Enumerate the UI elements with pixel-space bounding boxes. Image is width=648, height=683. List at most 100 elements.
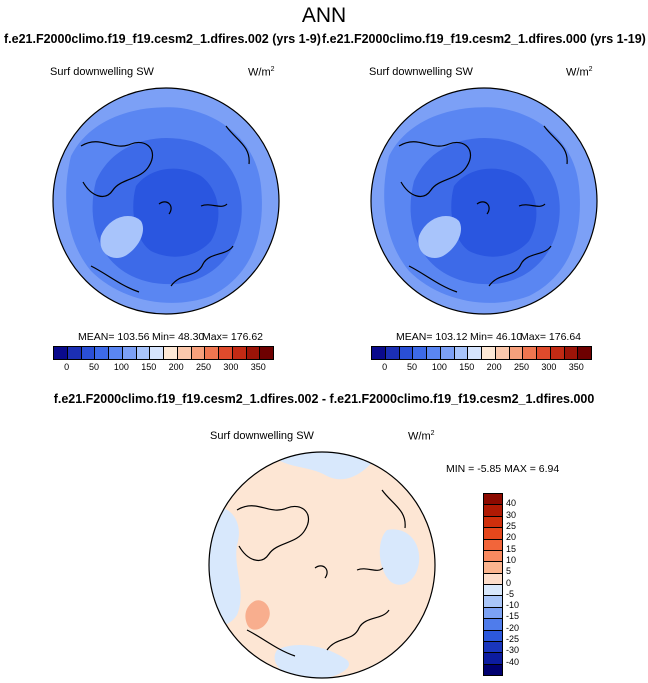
coastline xyxy=(236,489,406,657)
colorbar-swatch xyxy=(372,347,385,359)
colorbar-tick-label: 300 xyxy=(223,362,239,372)
colorbar-swatch xyxy=(426,347,440,359)
colorbar-swatch xyxy=(549,347,564,359)
colorbar-tick-label: -40 xyxy=(506,656,520,667)
colorbar-swatch xyxy=(245,347,260,359)
colorbar-swatch xyxy=(536,347,550,359)
colorbar-swatch xyxy=(484,494,502,505)
colorbar-tick-label: 350 xyxy=(568,362,584,372)
colorbar-tick-label: -5 xyxy=(506,588,515,599)
difference-colorbar xyxy=(483,493,503,676)
figure-title: ANN xyxy=(301,4,347,27)
colorbar-swatch xyxy=(484,584,502,596)
colorbar-swatch xyxy=(467,347,481,359)
colorbar-swatch xyxy=(484,629,502,641)
low-field xyxy=(451,168,537,257)
colorbar-swatch xyxy=(121,347,136,359)
colorbar-swatch xyxy=(484,538,502,550)
colorbar-tick-label: 150 xyxy=(141,362,157,372)
colorbar-swatch xyxy=(453,347,468,359)
diff-variable-label: Surf downwelling SW xyxy=(210,430,314,442)
right-max-stat: Max= 176.64 xyxy=(520,331,582,343)
case-b-title: f.e21.F2000climo.f19_f19.cesm2_1.dfires.… xyxy=(322,32,646,46)
colorbar-swatch xyxy=(494,347,509,359)
colorbar-tick-label: 40 xyxy=(506,498,517,509)
colorbar-tick-label: 20 xyxy=(506,532,517,543)
difference-title: f.e21.F2000climo.f19_f19.cesm2_1.dfires.… xyxy=(53,392,595,406)
right-min-stat: Min= 46.10 xyxy=(470,331,523,343)
colorbar-swatch xyxy=(484,549,502,562)
colorbar-swatch xyxy=(190,347,205,359)
colorbar-swatch xyxy=(484,652,502,664)
colorbar-tick-label: 0 xyxy=(64,362,70,372)
left-min-stat: Min= 48.30 xyxy=(152,331,205,343)
left-units-label: W/m2 xyxy=(248,66,275,79)
colorbar-swatch xyxy=(481,347,495,359)
colorbar-swatch xyxy=(484,515,502,528)
colorbar-tick-label: 25 xyxy=(506,520,517,531)
colorbar-tick-label: 0 xyxy=(382,362,388,372)
colorbar-swatch xyxy=(484,527,502,539)
colorbar-tick-label: 350 xyxy=(250,362,266,372)
colorbar-tick-label: 15 xyxy=(506,543,517,554)
colorbar-tick-label: -20 xyxy=(506,622,520,633)
colorbar-swatch xyxy=(231,347,246,359)
coastline xyxy=(398,125,568,293)
case-a-title: f.e21.F2000climo.f19_f19.cesm2_1.dfires.… xyxy=(4,32,321,46)
colorbar-tick-label: 10 xyxy=(506,554,517,565)
right-units-label: W/m2 xyxy=(566,66,593,79)
low-field xyxy=(133,168,219,257)
colorbar-tick-label: 50 xyxy=(89,362,100,372)
colorbar-swatch xyxy=(54,347,67,359)
negative-region-north xyxy=(267,452,382,480)
colorbar-swatch xyxy=(94,347,108,359)
colorbar-tick-label: 30 xyxy=(506,509,517,520)
right-colorbar xyxy=(371,346,592,360)
left-variable-label: Surf downwelling SW xyxy=(50,66,154,78)
colorbar-swatch xyxy=(484,606,502,619)
right-variable-label: Surf downwelling SW xyxy=(369,66,473,78)
colorbar-tick-label: 5 xyxy=(506,566,512,577)
colorbar-tick-label: -10 xyxy=(506,600,520,611)
colorbar-tick-label: 0 xyxy=(506,577,512,588)
negative-region-east xyxy=(379,529,420,585)
colorbar-swatch xyxy=(484,640,502,653)
colorbar-tick-label: 250 xyxy=(514,362,530,372)
left-max-stat: Max= 176.62 xyxy=(202,331,264,343)
colorbar-swatch xyxy=(176,347,191,359)
colorbar-swatch xyxy=(484,572,502,584)
positive-max-blob xyxy=(245,600,270,630)
right-mean-stat: MEAN= 103.12 xyxy=(396,331,468,343)
colorbar-swatch xyxy=(484,663,502,675)
colorbar-swatch xyxy=(204,347,218,359)
colorbar-tick-label: 200 xyxy=(168,362,184,372)
colorbar-tick-label: 250 xyxy=(196,362,212,372)
diff-min-max-stat: MIN = -5.85 MAX = 6.94 xyxy=(446,463,560,475)
negative-region-south xyxy=(274,645,349,678)
right-polar-map xyxy=(370,87,598,315)
colorbar-swatch xyxy=(484,618,502,630)
colorbar-swatch xyxy=(108,347,122,359)
colorbar-tick-label: -15 xyxy=(506,611,520,622)
left-colorbar xyxy=(53,346,274,360)
colorbar-swatch xyxy=(66,347,81,359)
colorbar-swatch xyxy=(484,561,502,573)
colorbar-tick-label: -30 xyxy=(506,645,520,656)
colorbar-tick-label: 150 xyxy=(459,362,475,372)
colorbar-tick-label: 200 xyxy=(486,362,502,372)
colorbar-swatch xyxy=(384,347,399,359)
difference-colorbar-ticks: 40 30 25 20 15 10 5 0 -5 -10 -15 -20 -25 -30 -40 xyxy=(506,493,546,674)
colorbar-swatch xyxy=(259,347,273,359)
colorbar-swatch xyxy=(412,347,426,359)
colorbar-swatch xyxy=(508,347,523,359)
difference-polar-map xyxy=(208,451,436,679)
colorbar-swatch xyxy=(484,595,502,607)
negative-region-west xyxy=(209,507,241,626)
colorbar-swatch xyxy=(439,347,454,359)
colorbar-swatch xyxy=(522,347,536,359)
colorbar-swatch xyxy=(398,347,413,359)
colorbar-tick-label: 100 xyxy=(113,362,129,372)
colorbar-swatch xyxy=(577,347,591,359)
diff-units-label: W/m2 xyxy=(408,430,435,443)
colorbar-tick-label: -25 xyxy=(506,634,520,645)
